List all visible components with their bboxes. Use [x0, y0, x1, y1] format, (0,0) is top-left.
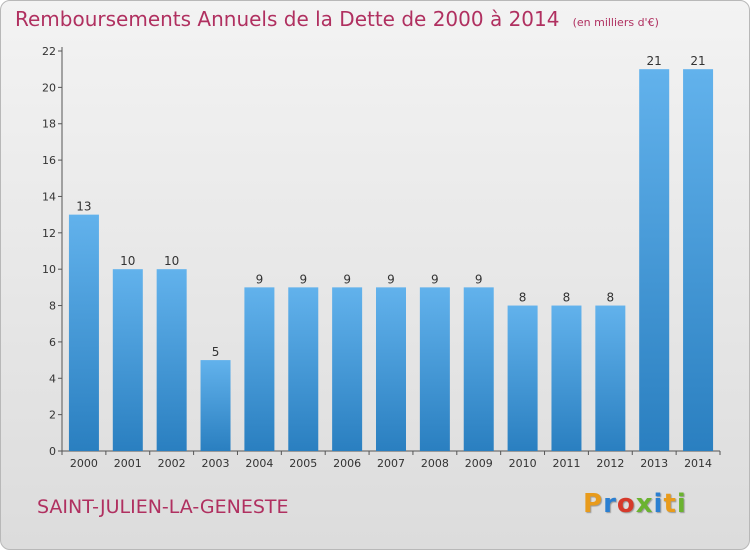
data-label: 9	[387, 272, 395, 286]
bar	[288, 287, 319, 451]
data-label: 9	[299, 272, 307, 286]
x-tick-label: 2005	[289, 457, 317, 470]
x-tick-label: 2008	[421, 457, 449, 470]
bar	[419, 287, 450, 451]
x-tick-label: 2006	[333, 457, 361, 470]
y-tick-label: 14	[42, 190, 56, 203]
bar	[332, 287, 363, 451]
data-label: 9	[256, 272, 264, 286]
bar	[507, 305, 538, 451]
logo-letter: r	[603, 489, 617, 519]
x-tick-label: 2013	[640, 457, 668, 470]
data-label: 5	[212, 345, 220, 359]
bars	[68, 69, 714, 451]
bar	[200, 360, 231, 451]
bar	[595, 305, 626, 451]
y-tick-label: 2	[49, 409, 56, 422]
x-tick-label: 2007	[377, 457, 405, 470]
data-label: 9	[343, 272, 351, 286]
y-tick-label: 12	[42, 227, 56, 240]
bar	[68, 214, 99, 451]
y-tick-label: 8	[49, 300, 56, 313]
bar	[376, 287, 406, 451]
bar	[112, 269, 143, 451]
y-tick-label: 22	[42, 45, 56, 58]
value-labels: 13 10 10 5 9 9 9 9 9 9 8 8 8 21 21	[76, 54, 705, 359]
bar	[551, 305, 582, 451]
x-tick-label: 2003	[202, 457, 230, 470]
y-tick-label: 18	[42, 118, 56, 131]
data-label: 8	[519, 291, 527, 305]
x-tick-label: 2014	[684, 457, 712, 470]
proxiti-logo: Proxiti	[583, 489, 687, 519]
logo-letter: P	[583, 489, 604, 519]
commune-name: SAINT-JULIEN-LA-GENESTE	[37, 496, 289, 518]
logo-letter: t	[663, 489, 677, 519]
x-tick-label: 2011	[552, 457, 580, 470]
y-tick-label: 16	[42, 154, 56, 167]
y-tick-label: 0	[49, 445, 56, 458]
bar	[244, 287, 275, 451]
data-label: 13	[76, 200, 91, 214]
bar	[639, 69, 670, 451]
x-tick-label: 2009	[465, 457, 493, 470]
x-tick-label: 2010	[509, 457, 537, 470]
data-label: 21	[690, 54, 705, 68]
bar	[463, 287, 494, 451]
logo-letter: i	[653, 489, 664, 519]
data-label: 10	[120, 254, 135, 268]
x-tick-label: 2012	[596, 457, 624, 470]
logo-letter: o	[616, 489, 636, 519]
y-tick-label: 20	[42, 81, 56, 94]
data-label: 8	[563, 291, 571, 305]
axes: 0 2 4 6 8 10 12 14 16 18 20 22 2000 2001 2002 2003 2004 2…	[42, 45, 721, 470]
data-label: 21	[647, 54, 662, 68]
data-label: 10	[164, 254, 179, 268]
data-label: 8	[607, 291, 615, 305]
bar	[683, 69, 714, 451]
data-label: 9	[431, 272, 439, 286]
y-tick-label: 4	[49, 372, 56, 385]
chart-title: Remboursements Annuels de la Dette de 20…	[15, 7, 560, 31]
x-tick-label: 2002	[158, 457, 186, 470]
data-label: 9	[475, 272, 483, 286]
x-tick-label: 2001	[114, 457, 142, 470]
chart-units: (en milliers d'€)	[572, 16, 659, 29]
bar	[156, 269, 187, 451]
logo-letter: x	[635, 489, 654, 519]
y-tick-label: 6	[49, 336, 56, 349]
x-tick-label: 2004	[245, 457, 273, 470]
y-tick-label: 10	[42, 263, 56, 276]
logo-letter: i	[676, 489, 687, 519]
title-row: Remboursements Annuels de la Dette de 20…	[15, 7, 659, 31]
x-tick-label: 2000	[70, 457, 98, 470]
